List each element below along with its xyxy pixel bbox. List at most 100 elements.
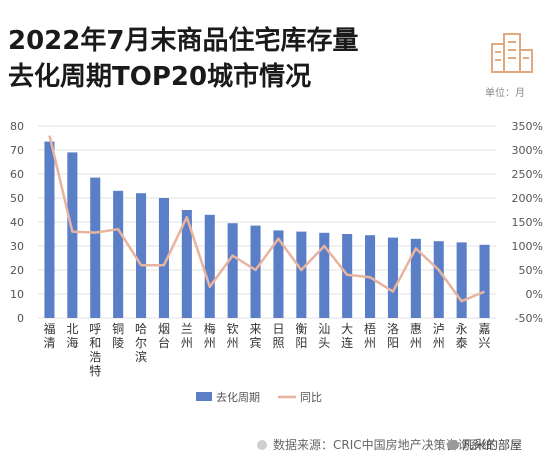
- x-tick-char: 州: [181, 336, 193, 350]
- x-tick-char: 衡: [295, 322, 307, 336]
- y-right-tick-label: 100%: [512, 240, 543, 253]
- x-tick-label: 日照: [272, 322, 284, 350]
- y-left-tick-label: 80: [10, 120, 24, 133]
- legend-bar-label: 去化周期: [216, 390, 260, 404]
- x-tick-char: 泰: [456, 336, 468, 350]
- x-tick-char: 呼: [89, 322, 101, 336]
- x-tick-char: 照: [272, 336, 284, 350]
- y-right-tick-label: 250%: [512, 168, 543, 181]
- x-tick-label: 洛阳: [387, 321, 399, 350]
- source-icon: [257, 440, 267, 450]
- bar: [158, 198, 169, 318]
- inventory-chart: 0 10 20 30 40 50 60 70 80 -50% 0% 50% 100% 150% 200% 2…: [10, 120, 543, 404]
- x-tick-char: 北: [66, 322, 78, 336]
- x-tick-char: 汕: [318, 322, 330, 336]
- bar: [433, 241, 444, 318]
- data-source-text: 数据来源：CRIC中国房地产决策咨询系统: [273, 438, 494, 452]
- bar: [227, 223, 238, 318]
- y-left-tick-label: 0: [17, 312, 24, 325]
- building-icon: [491, 33, 533, 73]
- x-tick-char: 烟: [158, 322, 170, 336]
- x-tick-char: 海: [66, 335, 78, 350]
- bar: [67, 152, 78, 318]
- x-tick-label: 铜陵: [112, 321, 124, 350]
- chart-title-line2: 去化周期TOP20城市情况: [8, 62, 312, 92]
- x-tick-label: 北海: [66, 322, 78, 350]
- y-right-tick-label: 50%: [519, 264, 543, 277]
- x-tick-char: 钦: [227, 322, 239, 336]
- x-tick-char: 日: [272, 322, 284, 336]
- x-tick-char: 陵: [112, 336, 124, 350]
- x-tick-char: 兴: [479, 336, 491, 350]
- y-right-tick-label: -50%: [515, 312, 543, 325]
- x-tick-char: 头: [318, 336, 330, 350]
- y-left-tick-label: 40: [10, 216, 24, 229]
- x-tick-char: 惠: [410, 322, 422, 336]
- x-tick-label: 永泰: [456, 322, 468, 350]
- x-tick-char: 州: [433, 336, 445, 350]
- bar: [113, 190, 124, 318]
- y-right-tick-label: 350%: [512, 120, 543, 133]
- x-tick-char: 铜: [112, 321, 124, 336]
- x-tick-char: 永: [456, 322, 468, 336]
- wechat-name: 凡米的部屋: [462, 438, 523, 452]
- x-tick-char: 梅: [204, 321, 216, 336]
- x-tick-label: 梅州: [204, 321, 216, 350]
- unit-label: 单位：月: [485, 88, 525, 99]
- x-tick-label: 福清: [43, 321, 55, 350]
- x-tick-label: 梧州: [364, 321, 376, 350]
- x-tick-char: 浩: [89, 350, 101, 364]
- y-right-tick-label: 200%: [512, 192, 543, 205]
- wechat-attribution: 凡米的部屋: [447, 436, 522, 453]
- y-left-tick-label: 30: [10, 240, 24, 253]
- x-tick-label: 钦州: [227, 322, 239, 350]
- x-tick-char: 洛: [387, 321, 399, 336]
- x-tick-char: 福: [43, 321, 55, 336]
- bar: [410, 238, 421, 318]
- x-tick-label: 烟台: [158, 322, 170, 350]
- x-tick-label: 泸州: [433, 322, 445, 350]
- x-tick-char: 州: [410, 336, 422, 350]
- y-right-tick-label: 150%: [512, 216, 543, 229]
- x-tick-char: 来: [250, 322, 262, 336]
- bar: [136, 193, 147, 318]
- bar: [456, 242, 467, 318]
- x-tick-label: 呼和浩特: [89, 322, 101, 378]
- bar: [204, 214, 215, 318]
- x-tick-char: 州: [204, 336, 216, 350]
- x-tick-label: 衡阳: [295, 322, 307, 350]
- chart-title-line1: 2022年7月末商品住宅库存量: [8, 26, 359, 56]
- bar: [319, 232, 330, 318]
- bar: [296, 231, 307, 318]
- y-right-tick-label: 300%: [512, 144, 543, 157]
- x-tick-char: 州: [364, 336, 376, 350]
- x-tick-char: 梧: [364, 321, 376, 336]
- bar: [181, 210, 192, 318]
- x-tick-char: 特: [89, 363, 101, 378]
- wechat-icon: [447, 440, 459, 450]
- y-left-tick-label: 10: [10, 288, 24, 301]
- x-tick-label: 兰州: [181, 322, 193, 350]
- bar: [44, 141, 55, 318]
- x-tick-label: 嘉兴: [479, 322, 491, 350]
- bar: [250, 225, 261, 318]
- x-tick-char: 泸: [433, 322, 445, 336]
- y-left-tick-label: 70: [10, 144, 24, 157]
- x-tick-char: 台: [158, 335, 170, 350]
- x-tick-label: 汕头: [318, 322, 330, 350]
- bar: [90, 177, 101, 318]
- x-tick-char: 嘉: [479, 322, 491, 336]
- y-left-tick-label: 60: [10, 168, 24, 181]
- bar: [479, 244, 490, 318]
- x-tick-char: 阳: [295, 336, 307, 350]
- x-tick-char: 和: [89, 336, 101, 350]
- x-tick-label: 哈尔滨: [135, 322, 147, 364]
- x-tick-char: 大: [341, 322, 353, 336]
- x-tick-char: 州: [227, 336, 239, 350]
- x-tick-char: 宾: [250, 335, 262, 350]
- x-tick-char: 连: [341, 335, 353, 350]
- x-tick-char: 清: [43, 336, 55, 350]
- y-right-tick-label: 0%: [526, 288, 543, 301]
- x-tick-char: 尔: [135, 335, 147, 350]
- x-tick-label: 来宾: [250, 322, 262, 350]
